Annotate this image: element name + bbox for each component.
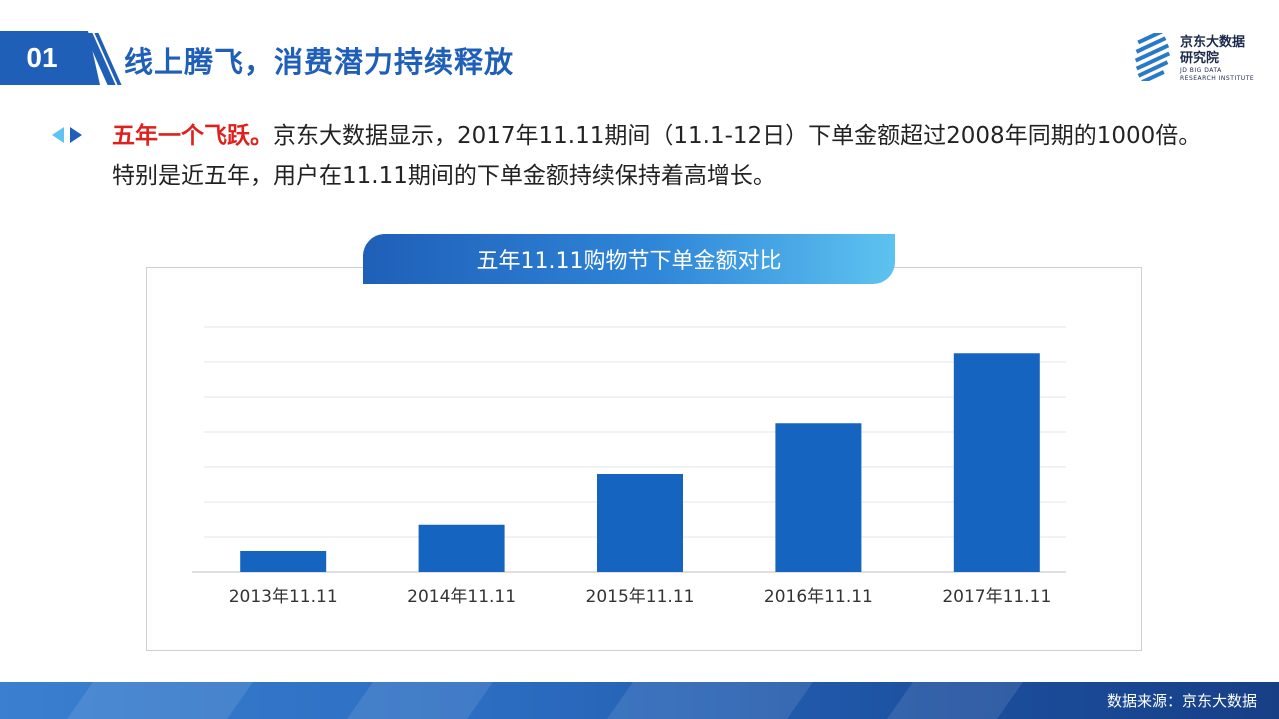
logo-en-line1: JD BIG DATA	[1180, 67, 1222, 74]
chart-category-label: 2013年11.11	[229, 587, 338, 607]
chart-category-label: 2016年11.11	[764, 587, 873, 607]
chart-bar	[953, 353, 1040, 572]
logo-cn-line2: 研究院	[1180, 51, 1220, 66]
data-source-note: 数据来源：京东大数据	[1106, 692, 1257, 710]
logo-cn-line1: 京东大数据	[1180, 35, 1246, 50]
chart-bar	[775, 423, 862, 572]
logo-en-line2: RESEARCH INSTITUTE	[1180, 75, 1255, 82]
chart-bar	[418, 524, 505, 572]
section-number-block: 01	[0, 31, 100, 85]
chart-title-tab: 五年11.11购物节下单金额对比	[363, 234, 895, 284]
bullet-arrow-icon	[52, 127, 82, 143]
body-highlight: 五年一个飞跃。	[112, 123, 273, 149]
footer-stripe	[347, 682, 493, 719]
logo-chinese-name: 京东大数据 研究院	[1180, 35, 1260, 67]
slide-header: 01 线上腾飞，消费潜力持续释放	[0, 31, 1279, 85]
body-paragraph: 五年一个飞跃。京东大数据显示，2017年11.11期间（11.1-12日）下单金…	[112, 116, 1222, 196]
footer-stripe	[887, 682, 1023, 719]
logo-english-name: JD BIG DATA RESEARCH INSTITUTE	[1180, 67, 1270, 83]
slide-title: 线上腾飞，消费潜力持续释放	[124, 45, 515, 79]
jd-big-data-logo: 京东大数据 研究院 JD BIG DATA RESEARCH INSTITUTE	[1133, 33, 1263, 88]
chart-category-label: 2015年11.11	[586, 587, 695, 607]
slide-footer: 数据来源：京东大数据	[0, 682, 1279, 719]
section-number: 01	[26, 42, 58, 73]
jd-logo-icon	[1134, 33, 1171, 81]
chart-category-label: 2017年11.11	[942, 587, 1051, 607]
footer-stripe	[67, 682, 253, 719]
bar-chart: 2013年11.11 2014年11.11 2015年11.11 2016年11.11…	[192, 326, 1066, 607]
chart-bar	[240, 551, 327, 572]
chart-category-label: 2014年11.11	[407, 587, 516, 607]
body-text: 京东大数据显示，2017年11.11期间（11.1-12日）下单金额超过2008…	[112, 123, 1202, 189]
chart-bar	[597, 474, 683, 572]
footer-stripe	[607, 682, 813, 719]
chart-title: 五年11.11购物节下单金额对比	[476, 249, 782, 274]
